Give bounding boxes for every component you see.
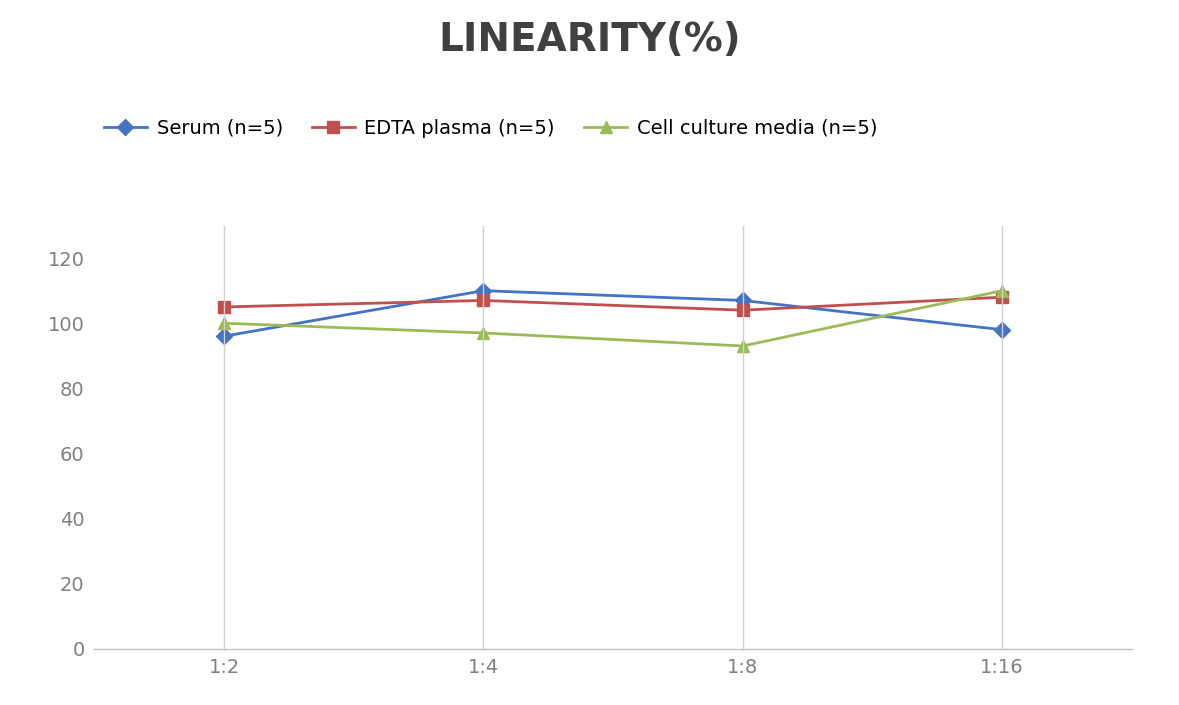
Line: EDTA plasma (n=5): EDTA plasma (n=5) [218,292,1008,316]
EDTA plasma (n=5) [736,306,750,314]
Line: Serum (n=5): Serum (n=5) [218,285,1008,342]
Serum (n=5) [217,332,231,341]
Legend: Serum (n=5), EDTA plasma (n=5), Cell culture media (n=5): Serum (n=5), EDTA plasma (n=5), Cell cul… [104,119,877,138]
Serum (n=5) [995,326,1009,334]
EDTA plasma (n=5) [476,296,490,305]
Line: Cell culture media (n=5): Cell culture media (n=5) [218,285,1008,352]
Cell culture media (n=5) [736,342,750,350]
EDTA plasma (n=5) [217,302,231,311]
Cell culture media (n=5) [995,286,1009,295]
Cell culture media (n=5) [476,329,490,337]
Serum (n=5) [476,286,490,295]
Serum (n=5) [736,296,750,305]
Cell culture media (n=5) [217,319,231,327]
Text: LINEARITY(%): LINEARITY(%) [439,21,740,59]
EDTA plasma (n=5) [995,293,1009,302]
